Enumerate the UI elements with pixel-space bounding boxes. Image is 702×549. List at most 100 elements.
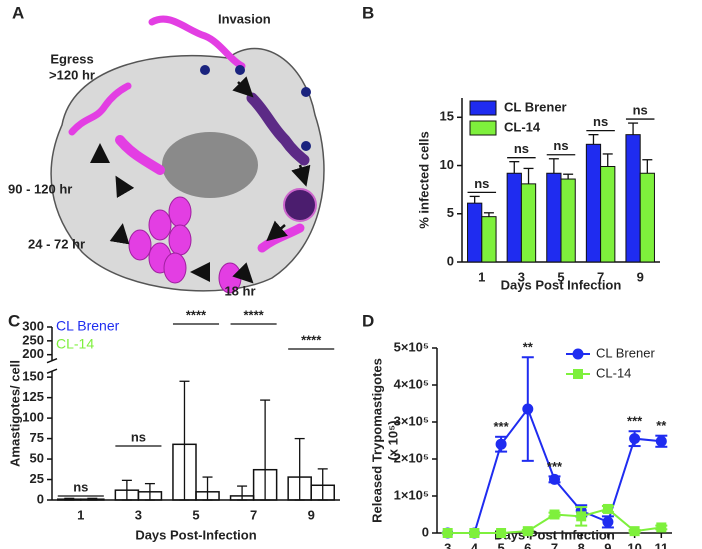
error-bar xyxy=(121,479,132,501)
x-tick-label: 9 xyxy=(308,507,315,522)
marker xyxy=(656,522,667,533)
x-tick-label: 5 xyxy=(192,507,199,522)
y-tick-label: 25 xyxy=(30,471,44,486)
y-tick-label: 0 xyxy=(447,253,454,268)
marker xyxy=(522,526,533,537)
legend-label: CL-14 xyxy=(504,119,541,134)
y-tick-label: 2×10⁵ xyxy=(394,450,429,465)
bar xyxy=(560,178,576,263)
parasite xyxy=(283,188,317,222)
x-tick-label: 1 xyxy=(77,507,84,522)
panel-label: B xyxy=(362,3,374,22)
bar xyxy=(481,216,497,263)
marker xyxy=(496,528,507,538)
error-bar xyxy=(588,134,599,145)
bar xyxy=(520,183,537,263)
x-tick-label: 3 xyxy=(135,507,142,522)
error-bar xyxy=(523,167,534,184)
error-bar xyxy=(642,159,653,174)
stage-label: 18 hr xyxy=(224,283,255,298)
stage-label: 90 - 120 hr xyxy=(8,181,72,196)
x-tick-label: 3 xyxy=(444,540,451,549)
y-tick-label: 100 xyxy=(22,410,44,425)
y-axis-label: % infected cells xyxy=(416,131,431,229)
bar xyxy=(585,143,602,263)
y-tick-label: 10 xyxy=(440,157,454,172)
y-tick-label: 300 xyxy=(22,318,44,333)
error-bar xyxy=(144,482,155,501)
bar xyxy=(625,134,641,263)
legend-label: CL-14 xyxy=(56,336,94,352)
parasite xyxy=(68,82,132,136)
legend-swatch xyxy=(469,120,497,136)
y-axis-label: Released Trypomastigotes xyxy=(369,358,384,523)
error-bar xyxy=(237,485,248,501)
error-bar xyxy=(317,468,328,501)
y-axis-label: (x 10⁵) xyxy=(385,420,400,460)
significance: ns xyxy=(131,429,146,444)
legend-swatch xyxy=(469,100,497,116)
x-axis-label: Days Post-Infection xyxy=(135,527,256,542)
error-bar xyxy=(483,212,494,217)
y-tick-label: 4×10⁵ xyxy=(394,376,429,391)
significance: ** xyxy=(656,418,667,433)
error-bar xyxy=(202,476,213,501)
host-molecules xyxy=(200,65,311,151)
axis-break xyxy=(46,357,58,364)
x-tick-label: 7 xyxy=(551,540,558,549)
y-tick-label: 0 xyxy=(422,524,429,539)
legend-label: CL Brener xyxy=(56,318,120,334)
x-tick-label: 9 xyxy=(604,540,611,549)
error-bar xyxy=(64,497,75,501)
significance: ns xyxy=(553,138,568,153)
marker xyxy=(522,403,534,415)
significance: ns xyxy=(73,479,88,494)
error-bar xyxy=(628,122,639,135)
marker xyxy=(549,473,560,485)
marker xyxy=(549,509,560,520)
error-bar xyxy=(87,497,98,501)
nucleus xyxy=(162,132,258,198)
significance: ns xyxy=(593,114,608,129)
legend-marker xyxy=(573,369,583,379)
parasite xyxy=(148,15,246,70)
stage-label: 24 - 72 hr xyxy=(28,236,85,251)
significance: **** xyxy=(186,307,207,322)
significance: *** xyxy=(493,419,509,434)
arrows xyxy=(90,76,311,284)
bar xyxy=(600,165,616,263)
y-tick-label: 0 xyxy=(37,491,44,506)
marker xyxy=(629,526,640,537)
y-tick-label: 125 xyxy=(22,389,44,404)
error-bar xyxy=(469,195,480,204)
marker xyxy=(602,516,614,528)
significance: ns xyxy=(514,141,529,156)
legend-label: CL Brener xyxy=(504,99,567,114)
error-bar xyxy=(548,158,559,174)
marker xyxy=(469,528,480,538)
x-tick-label: 9 xyxy=(637,269,644,284)
panel-label: C xyxy=(8,311,20,330)
axis-break xyxy=(46,368,58,374)
x-tick-label: 7 xyxy=(597,269,604,284)
legend-label: CL Brener xyxy=(596,345,655,360)
y-tick-label: 200 xyxy=(22,346,44,361)
x-tick-label: 8 xyxy=(578,540,585,549)
significance: ns xyxy=(633,103,648,118)
bar xyxy=(546,172,562,263)
marker xyxy=(495,438,507,450)
y-tick-label: 1×10⁵ xyxy=(394,487,429,502)
marker xyxy=(576,511,587,522)
x-tick-label: 7 xyxy=(250,507,257,522)
significance: ns xyxy=(474,176,489,191)
panel-label: D xyxy=(362,311,374,330)
error-bar xyxy=(179,380,190,501)
bar xyxy=(639,172,655,263)
y-tick-label: 250 xyxy=(22,332,44,347)
x-axis-label: Days Post Infection xyxy=(501,277,622,292)
y-tick-label: 150 xyxy=(22,369,44,384)
parasite xyxy=(115,135,165,175)
x-tick-label: 4 xyxy=(471,540,479,549)
marker xyxy=(442,528,453,538)
